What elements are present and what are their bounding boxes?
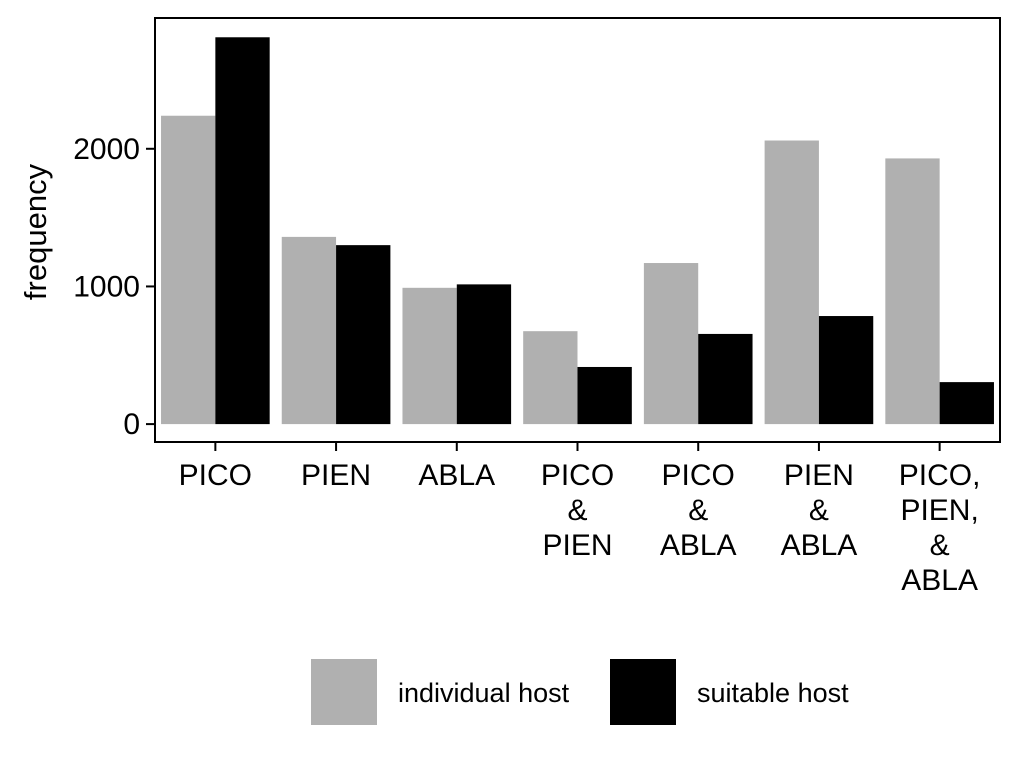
bar-individual-host-6 — [885, 158, 940, 425]
x-tick-label-4: PICO & ABLA — [660, 459, 737, 562]
y-tick-label-2000: 2000 — [73, 133, 140, 166]
x-tick-label-3: PICO & PIEN — [541, 459, 614, 562]
x-tick-label-5: PIEN & ABLA — [781, 459, 858, 562]
bar-individual-host-0 — [161, 115, 216, 425]
bar-individual-host-3 — [523, 331, 578, 425]
bar-suitable-host-1 — [336, 245, 391, 425]
x-tick-label-2: ABLA — [418, 459, 495, 492]
x-tick-label-1: PIEN — [301, 459, 371, 492]
bar-individual-host-1 — [281, 236, 337, 425]
legend-label-individual-host: individual host — [398, 678, 570, 708]
y-axis: 0 1000 2000 — [73, 133, 155, 441]
y-axis-title: frequency — [18, 163, 53, 300]
bar-suitable-host-4 — [698, 333, 753, 425]
bar-suitable-host-0 — [215, 37, 270, 425]
x-tick-label-6: PICO, PIEN, & ABLA — [899, 459, 981, 597]
bar-suitable-host-3 — [577, 366, 632, 425]
bar-individual-host-5 — [764, 140, 819, 425]
bar-individual-host-4 — [643, 263, 699, 425]
bar-suitable-host-6 — [939, 382, 994, 425]
x-axis: PICO PIEN ABLA PICO & PIEN PICO & ABLA PIEN & ABLA P… — [179, 442, 981, 597]
legend-label-suitable-host: suitable host — [697, 678, 849, 708]
legend: individual host suitable host — [311, 659, 849, 725]
legend-key-individual-host — [311, 659, 377, 725]
plot-area — [154, 17, 1001, 443]
bar-individual-host-2 — [402, 287, 457, 425]
y-tick-label-0: 0 — [123, 408, 140, 441]
y-tick-label-1000: 1000 — [73, 270, 140, 303]
x-tick-label-0: PICO — [179, 459, 252, 492]
bar-suitable-host-2 — [456, 284, 512, 425]
bar-suitable-host-5 — [818, 316, 874, 425]
legend-key-suitable-host — [610, 659, 676, 725]
